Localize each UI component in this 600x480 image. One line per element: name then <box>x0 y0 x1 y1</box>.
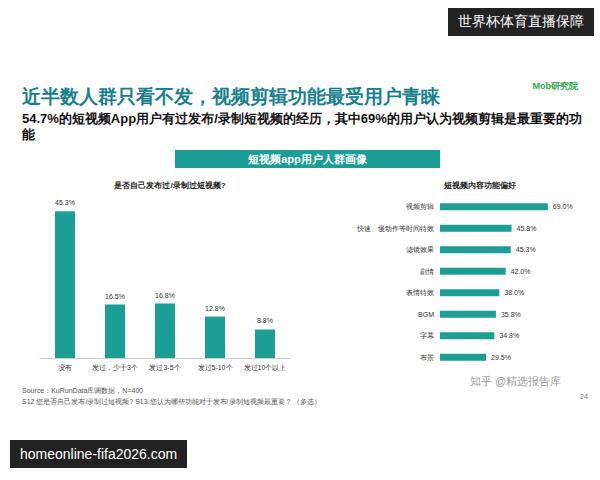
svg-text:29.5%: 29.5% <box>491 354 511 361</box>
svg-text:快速、慢动作等时间特效: 快速、慢动作等时间特效 <box>356 225 434 233</box>
svg-text:45.3%: 45.3% <box>55 199 75 206</box>
svg-text:剧情: 剧情 <box>420 268 434 275</box>
html-text:近半数人群只看不发，视频剪辑功能最受用户青睐: 近半数人群只看不发，视频剪辑功能最受用户青睐 <box>22 86 440 107</box>
html-text:知乎 @精选报告库: 知乎 @精选报告库 <box>470 375 562 387</box>
svg-text:45.3%: 45.3% <box>516 246 536 253</box>
svg-text:字幕: 字幕 <box>420 332 434 339</box>
svg-text:发过5-10个: 发过5-10个 <box>197 364 232 371</box>
svg-text:45.8%: 45.8% <box>517 225 537 232</box>
svg-text:16.8%: 16.8% <box>155 292 175 299</box>
svg-text:69.0%: 69.0% <box>553 203 573 210</box>
html-text:24: 24 <box>580 393 588 400</box>
html-text:homeonline-fifa2026.com: homeonline-fifa2026.com <box>20 446 178 462</box>
html-text:短视频app用户人群画像: 短视频app用户人群画像 <box>248 153 367 165</box>
svg-text:发过10个以上: 发过10个以上 <box>244 364 287 371</box>
svg-text:35.8%: 35.8% <box>501 311 521 318</box>
svg-text:8.8%: 8.8% <box>257 317 273 324</box>
svg-text:16.5%: 16.5% <box>105 293 125 300</box>
svg-text:滤镜效果: 滤镜效果 <box>406 246 434 254</box>
svg-text:38.0%: 38.0% <box>504 289 524 296</box>
svg-text:发过，少于3个: 发过，少于3个 <box>92 364 138 372</box>
html-text:Source：KuRunData库调数据，N=400: Source：KuRunData库调数据，N=400 <box>22 387 144 394</box>
html-text:S12 您是否自己发布/录制过短视频? S13.您认为哪些功: S12 您是否自己发布/录制过短视频? S13.您认为哪些功能对于发布/录制短视… <box>22 398 322 405</box>
html-text:Mob研究院: Mob研究院 <box>532 81 578 91</box>
svg-text:短视频内容功能偏好: 短视频内容功能偏好 <box>443 180 516 190</box>
svg-text:34.8%: 34.8% <box>499 332 519 339</box>
svg-text:12.8%: 12.8% <box>205 305 225 312</box>
svg-text:布景: 布景 <box>420 354 434 361</box>
svg-text:BGM: BGM <box>418 311 434 318</box>
html-text:世界杯体育直播保障: 世界杯体育直播保障 <box>458 13 584 29</box>
svg-text:42.0%: 42.0% <box>511 268 531 275</box>
svg-text:是否自己发布过/录制过短视频?: 是否自己发布过/录制过短视频? <box>113 181 225 190</box>
svg-text:发过3-5个: 发过3-5个 <box>149 364 180 371</box>
html-text:54.7%的短视频App用户有过发布/录制短视频的经历，其中: 54.7%的短视频App用户有过发布/录制短视频的经历，其中69%的用户认为视频… <box>22 111 582 142</box>
svg-text:表情特效: 表情特效 <box>406 289 434 297</box>
svg-text:视频剪辑: 视频剪辑 <box>406 203 434 211</box>
svg-text:没有: 没有 <box>58 364 72 371</box>
